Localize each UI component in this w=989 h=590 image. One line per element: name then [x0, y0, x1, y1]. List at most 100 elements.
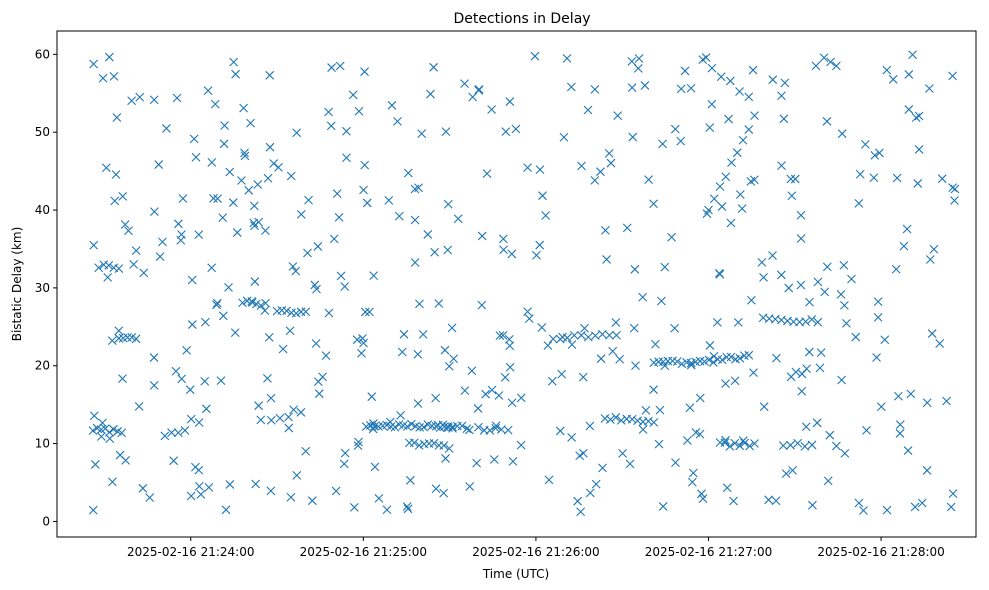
data-point [882, 65, 892, 75]
data-point [548, 334, 558, 344]
data-point [240, 148, 249, 158]
data-point [162, 124, 171, 133]
data-point [948, 71, 957, 81]
data-point [511, 124, 521, 134]
data-point [201, 404, 211, 414]
data-point [282, 306, 292, 316]
data-point [296, 209, 306, 219]
data-point [705, 123, 715, 132]
data-point [715, 182, 725, 191]
data-point [430, 247, 440, 257]
data-point [937, 174, 947, 184]
data-markers [88, 50, 960, 517]
data-point [730, 438, 740, 448]
data-point [399, 329, 409, 339]
data-point [796, 234, 806, 243]
data-point [638, 292, 648, 302]
data-point [415, 423, 425, 432]
data-point [274, 163, 283, 172]
data-point [644, 416, 653, 426]
data-point [385, 417, 395, 427]
y-tick-label: 20 [35, 359, 50, 373]
data-point [558, 332, 567, 342]
data-point [441, 454, 450, 463]
data-point [882, 505, 892, 515]
data-point [670, 323, 680, 333]
data-point [402, 422, 412, 431]
data-point [872, 353, 881, 362]
data-point [748, 65, 758, 75]
data-point [327, 63, 336, 72]
data-point [460, 386, 470, 395]
data-point [444, 361, 454, 371]
data-point [778, 441, 788, 451]
data-point [801, 422, 811, 432]
data-point [150, 207, 159, 217]
data-point [815, 363, 825, 373]
data-point [807, 440, 817, 450]
data-point [405, 475, 415, 485]
data-point [209, 194, 218, 203]
data-point [131, 334, 141, 344]
data-point [559, 132, 569, 142]
data-point [332, 189, 342, 199]
data-point [854, 498, 864, 508]
data-point [286, 171, 296, 181]
data-point [434, 299, 444, 308]
data-point [596, 354, 606, 364]
data-point [631, 361, 640, 370]
data-point [630, 264, 640, 274]
data-point [808, 500, 817, 510]
data-point [89, 240, 99, 250]
data-point [443, 199, 453, 209]
data-point [800, 441, 810, 451]
data-point [473, 422, 483, 432]
data-point [605, 330, 614, 340]
data-point [429, 438, 439, 448]
data-point [505, 97, 515, 106]
data-point [191, 152, 201, 162]
data-point [413, 349, 423, 359]
data-point [149, 95, 159, 105]
data-point [265, 142, 275, 152]
data-point [402, 502, 412, 511]
data-point [121, 456, 131, 465]
data-point [415, 299, 424, 309]
data-point [353, 441, 363, 450]
data-point [788, 466, 797, 475]
data-point [90, 460, 100, 469]
x-tick-label: 2025-02-16 21:27:00 [645, 545, 772, 559]
data-point [750, 175, 759, 185]
data-point [891, 264, 901, 274]
data-point [94, 263, 104, 273]
data-point [583, 105, 593, 115]
data-point [948, 183, 958, 193]
data-point [605, 415, 615, 424]
data-point [289, 405, 298, 415]
data-point [218, 311, 228, 321]
data-point [616, 415, 626, 425]
data-point [250, 277, 260, 286]
data-point [658, 502, 668, 511]
data-point [629, 323, 639, 333]
data-point [779, 114, 789, 124]
data-point [532, 250, 541, 260]
data-point [335, 61, 345, 71]
data-point [124, 226, 133, 236]
data-point [291, 266, 301, 276]
data-point [859, 506, 868, 515]
data-point [917, 498, 927, 508]
data-point [786, 440, 795, 450]
data-point [397, 347, 407, 357]
data-point [443, 245, 453, 255]
data-point [816, 348, 826, 358]
y-axis-label: Bistatic Delay (km) [10, 227, 24, 342]
data-point [321, 351, 331, 361]
data-point [697, 489, 706, 499]
data-point [627, 83, 637, 93]
data-point [721, 379, 730, 389]
data-point [249, 218, 259, 228]
data-point [472, 458, 482, 468]
data-point [801, 317, 811, 327]
